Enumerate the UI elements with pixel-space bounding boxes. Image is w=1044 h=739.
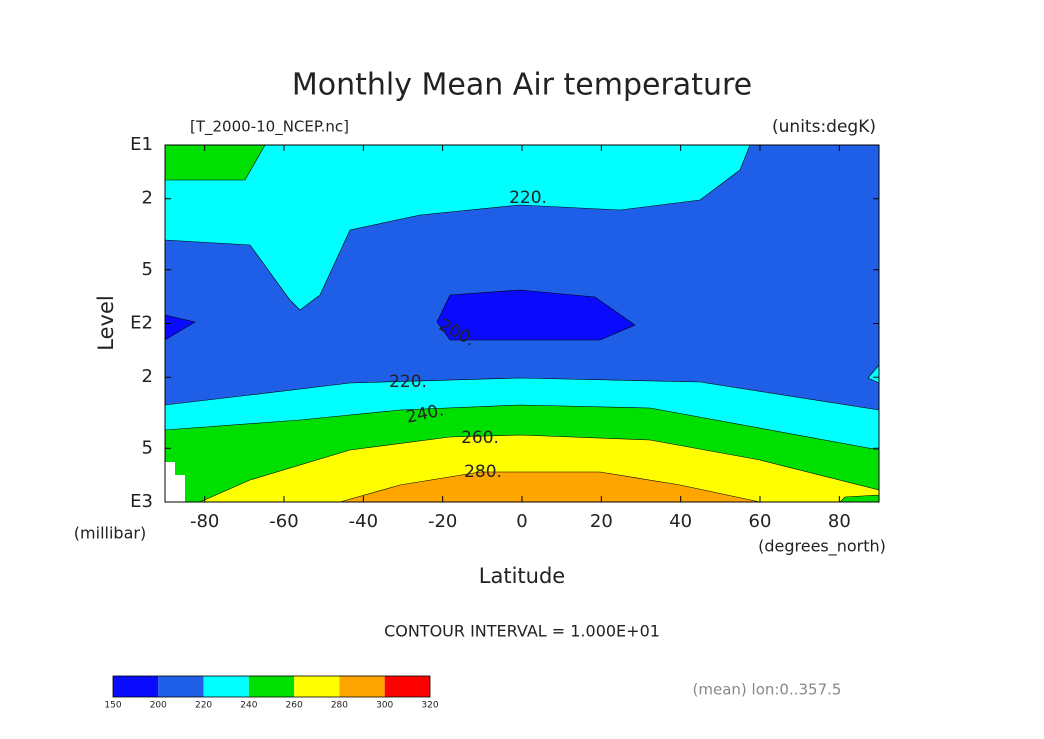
x-tick-label: 80 bbox=[828, 511, 851, 532]
contour-label: 280. bbox=[464, 462, 502, 482]
units-label: (units:degK) bbox=[772, 117, 876, 137]
x-tick-label: 40 bbox=[669, 511, 692, 532]
x-tick-label: -80 bbox=[190, 511, 219, 532]
colorbar-box bbox=[339, 676, 385, 697]
contour-band bbox=[436, 289, 636, 341]
x-tick-label: -40 bbox=[349, 511, 378, 532]
colorbar-label: 280 bbox=[331, 701, 348, 711]
colorbar-box bbox=[113, 676, 159, 697]
x-tick-label: 0 bbox=[516, 511, 527, 532]
y-tick-label: 2 bbox=[142, 188, 153, 209]
colorbar-label: 150 bbox=[104, 701, 121, 711]
colorbar-label: 200 bbox=[150, 701, 167, 711]
y-tick-label: E1 bbox=[130, 134, 153, 155]
x-units: (degrees_north) bbox=[758, 537, 886, 557]
colorbar-box bbox=[294, 676, 340, 697]
contour-band bbox=[164, 144, 751, 311]
contour-field bbox=[164, 144, 880, 503]
colorbar-box bbox=[384, 676, 430, 697]
x-tick-label: -20 bbox=[428, 511, 457, 532]
x-axis-label: Latitude bbox=[479, 564, 565, 588]
contour-interval: CONTOUR INTERVAL = 1.000E+01 bbox=[384, 622, 660, 641]
x-tick-label: -60 bbox=[269, 511, 298, 532]
y-axis-label: Level bbox=[94, 295, 118, 350]
y-tick-label: 5 bbox=[142, 437, 153, 458]
y-tick-label: E2 bbox=[130, 313, 153, 334]
missing-data bbox=[165, 462, 185, 502]
colorbar-box bbox=[248, 676, 295, 697]
chart-title: Monthly Mean Air temperature bbox=[292, 68, 752, 103]
contour-band bbox=[199, 434, 880, 503]
contour-label: 220. bbox=[509, 188, 547, 208]
contour-label: 260. bbox=[461, 428, 499, 448]
y-tick-label: E3 bbox=[130, 491, 153, 512]
colorbar-label: 240 bbox=[240, 701, 257, 711]
footnote: (mean) lon:0..357.5 bbox=[693, 681, 842, 699]
x-tick-label: 20 bbox=[590, 511, 613, 532]
colorbar-label: 260 bbox=[286, 701, 303, 711]
x-tick-label: 60 bbox=[749, 511, 772, 532]
colorbar-frame bbox=[112, 675, 431, 698]
contour-label: 220. bbox=[389, 372, 427, 392]
colorbar-label: 320 bbox=[421, 701, 438, 711]
y-tick-label: 5 bbox=[142, 259, 153, 280]
colorbar-box bbox=[158, 676, 204, 697]
file-label: [T_2000-10_NCEP.nc] bbox=[190, 118, 349, 137]
colorbar-box bbox=[203, 676, 249, 697]
colorbar-label: 220 bbox=[195, 701, 212, 711]
y-units: (millibar) bbox=[74, 524, 146, 543]
y-tick-label: 2 bbox=[142, 366, 153, 387]
colorbar-label: 300 bbox=[376, 701, 393, 711]
